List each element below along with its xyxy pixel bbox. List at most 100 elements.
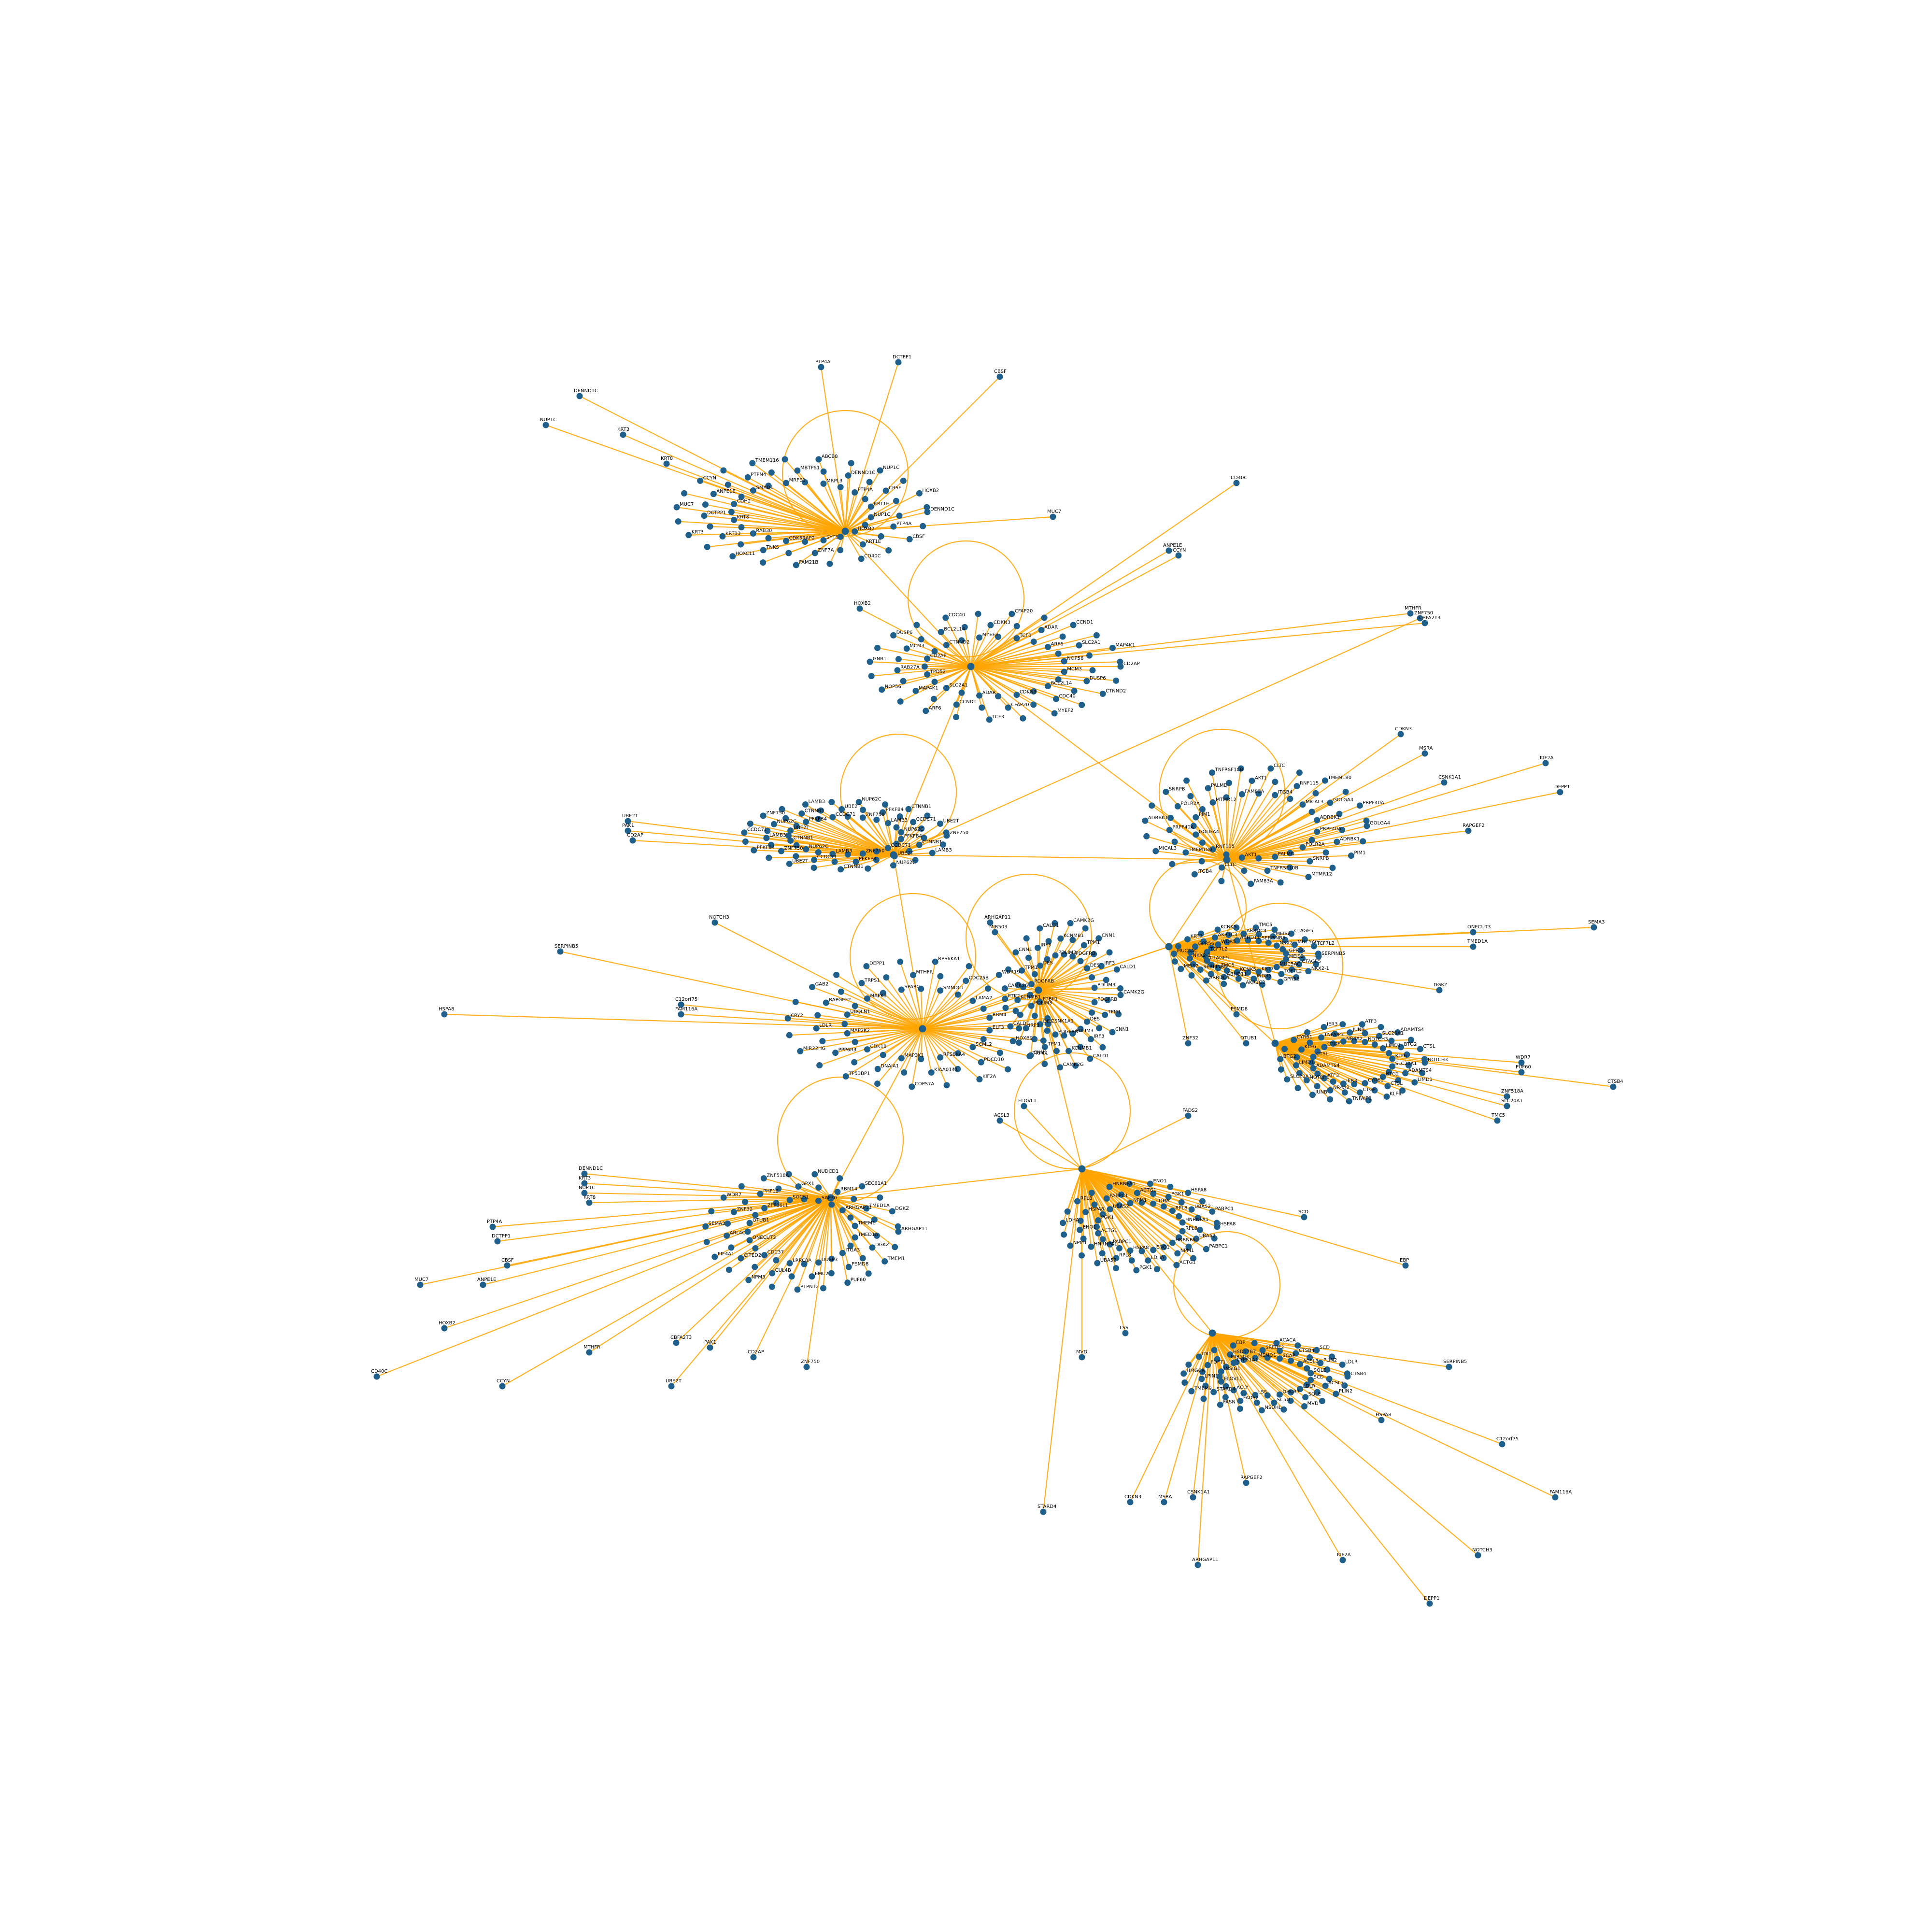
node-label: TMC5 <box>1258 923 1272 928</box>
gene-node <box>1218 878 1225 884</box>
edge <box>1275 1043 1297 1066</box>
edge <box>820 367 846 532</box>
node-label: MICAL3 <box>1306 799 1323 805</box>
gene-node <box>1099 1236 1106 1243</box>
gene-node <box>625 818 631 824</box>
gene-node <box>828 1270 835 1277</box>
edge <box>1275 1042 1614 1088</box>
gene-node <box>1397 1044 1404 1051</box>
gene-node <box>711 1253 718 1260</box>
gene-node <box>1209 799 1216 806</box>
gene-node <box>1264 867 1271 874</box>
edge <box>1081 1168 1213 1212</box>
gene-node <box>1240 1356 1247 1363</box>
node-label: COPS7A <box>915 1081 935 1087</box>
node-label: RAPGEF2 <box>1463 823 1485 828</box>
node-label: DENND1C <box>579 1166 603 1171</box>
gene-node <box>1340 1080 1347 1087</box>
node-label: SCAP <box>1282 1353 1295 1359</box>
node-label: CDC25B <box>969 976 989 981</box>
edge <box>1081 1115 1189 1169</box>
gene-node <box>1389 1055 1396 1062</box>
gene-node <box>757 1191 764 1197</box>
node-label: CAMK2G <box>1073 918 1094 923</box>
node-label: ZNF750 <box>1414 611 1433 616</box>
gene-node <box>668 1383 675 1390</box>
edge <box>970 661 1120 668</box>
gene-node <box>879 686 885 693</box>
gene-node <box>848 460 854 467</box>
node-label: CYR61 <box>1368 1078 1384 1083</box>
self-loop-edge <box>849 893 977 1020</box>
node-label: NPM1 <box>1133 1198 1147 1203</box>
gene-node <box>1279 946 1286 952</box>
node-label: PGK1 <box>1139 1265 1152 1270</box>
gene-node <box>828 1201 835 1208</box>
gene-node <box>1193 1236 1200 1242</box>
gene-node <box>1143 833 1150 839</box>
gene-node <box>1037 925 1043 932</box>
gene-node <box>1030 701 1037 708</box>
node-label: HSPA8 <box>1191 1188 1207 1193</box>
node-label: CCDC71 <box>916 817 936 822</box>
gene-node <box>1293 1062 1299 1069</box>
gene-node <box>1272 779 1279 785</box>
gene-node <box>581 1170 588 1177</box>
gene-node <box>742 838 749 845</box>
gene-node <box>1310 1053 1317 1060</box>
node-label: MEIS2 <box>1184 964 1199 969</box>
edge <box>845 530 889 551</box>
gene-node <box>779 806 785 812</box>
gene-node <box>976 1076 983 1082</box>
node-label: MUC5AC <box>1279 962 1300 967</box>
gene-node <box>1610 1083 1617 1090</box>
gene-node <box>1238 854 1245 861</box>
gene-node <box>1287 796 1293 802</box>
gene-node <box>1314 817 1321 824</box>
gene-node <box>1371 1077 1378 1084</box>
gene-node <box>1190 823 1197 829</box>
node-label: SERPINB5 <box>1262 936 1285 941</box>
gene-node <box>877 467 883 474</box>
edge <box>1226 794 1243 860</box>
edge <box>671 1197 831 1387</box>
edge <box>579 396 846 532</box>
gene-node <box>1318 1034 1325 1041</box>
gene-node <box>1226 780 1233 786</box>
node-label: PDGFRB <box>1034 979 1054 984</box>
node-label: TRPS1 <box>864 978 880 983</box>
node-label: SC5D <box>1277 1397 1291 1403</box>
gene-node <box>954 991 961 998</box>
gene-node <box>769 1270 776 1277</box>
gene-node <box>897 698 904 705</box>
gene-node <box>1187 793 1194 799</box>
node-label: UBE2T <box>845 804 861 809</box>
gene-node <box>1310 1065 1317 1072</box>
node-label: GAB2 <box>815 982 829 987</box>
edge <box>1212 1332 1332 1357</box>
gene-node <box>1045 938 1052 945</box>
gene-node <box>862 522 868 528</box>
node-label: CDK5RAP2 <box>789 536 815 541</box>
edge <box>1188 1333 1213 1365</box>
node-label: UBA52 <box>1199 1234 1216 1239</box>
gene-node <box>1163 788 1169 795</box>
gene-node <box>980 1036 987 1043</box>
gene-node <box>1009 611 1015 617</box>
gene-node <box>782 815 789 822</box>
node-label: HNRNPA1 <box>1175 1237 1198 1243</box>
node-label: ELOVL1 <box>1224 1376 1242 1381</box>
node-label: ENO1 <box>1083 1224 1096 1230</box>
node-label: TNFRSF10B <box>1215 767 1243 773</box>
node-label: ADRBK1 <box>1148 815 1168 821</box>
node-label: RPL8 <box>1119 1253 1131 1258</box>
node-label: TMEM1 <box>857 1221 875 1226</box>
node-label: ZNF750 <box>784 846 803 851</box>
node-label: RAB27A <box>900 665 920 670</box>
gene-node <box>738 524 745 531</box>
gene-node <box>1339 1021 1346 1028</box>
gene-node <box>1248 881 1254 887</box>
edge <box>859 608 971 667</box>
gene-node <box>1203 1246 1209 1252</box>
